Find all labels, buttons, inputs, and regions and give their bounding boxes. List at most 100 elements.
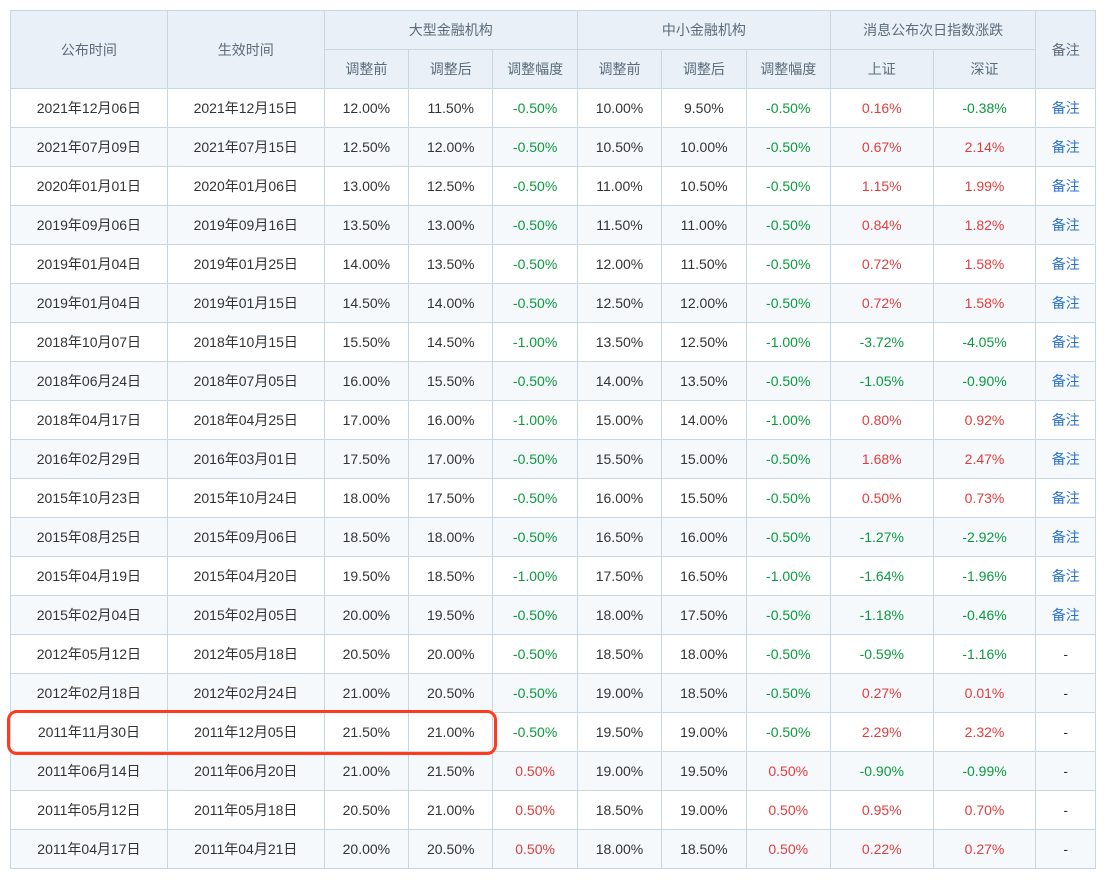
cell-announce: 2011年06月14日 <box>11 752 168 791</box>
cell-note: - <box>1036 830 1096 869</box>
cell-note[interactable]: 备注 <box>1036 596 1096 635</box>
cell-announce: 2020年01月01日 <box>11 167 168 206</box>
cell-sm-before: 18.50% <box>577 635 661 674</box>
cell-note[interactable]: 备注 <box>1036 245 1096 284</box>
cell-note[interactable]: 备注 <box>1036 362 1096 401</box>
cell-lg-before: 16.00% <box>324 362 408 401</box>
cell-note[interactable]: 备注 <box>1036 89 1096 128</box>
cell-lg-after: 18.00% <box>409 518 493 557</box>
cell-lg-after: 11.50% <box>409 89 493 128</box>
rrr-table: 公布时间 生效时间 大型金融机构 中小金融机构 消息公布次日指数涨跌 备注 调整… <box>10 10 1096 869</box>
cell-sm-after: 11.50% <box>662 245 746 284</box>
cell-note[interactable]: 备注 <box>1036 284 1096 323</box>
cell-sz: 0.70% <box>933 791 1036 830</box>
cell-announce: 2012年05月12日 <box>11 635 168 674</box>
cell-note[interactable]: 备注 <box>1036 128 1096 167</box>
cell-sh: -1.05% <box>830 362 933 401</box>
cell-effect: 2015年10月24日 <box>167 479 324 518</box>
cell-sm-after: 16.00% <box>662 518 746 557</box>
cell-lg-before: 20.50% <box>324 791 408 830</box>
cell-announce: 2019年01月04日 <box>11 284 168 323</box>
cell-sz: -0.90% <box>933 362 1036 401</box>
cell-sm-chg: -0.50% <box>746 596 830 635</box>
cell-sz: -1.16% <box>933 635 1036 674</box>
cell-note[interactable]: 备注 <box>1036 557 1096 596</box>
cell-sm-after: 18.00% <box>662 635 746 674</box>
cell-lg-chg: 0.50% <box>493 830 577 869</box>
cell-lg-chg: -0.50% <box>493 362 577 401</box>
cell-sh: 0.27% <box>830 674 933 713</box>
table-row: 2012年02月18日2012年02月24日21.00%20.50%-0.50%… <box>11 674 1096 713</box>
table-row: 2015年04月19日2015年04月20日19.50%18.50%-1.00%… <box>11 557 1096 596</box>
cell-sm-chg: -0.50% <box>746 128 830 167</box>
col-sz: 深证 <box>933 50 1036 89</box>
cell-note[interactable]: 备注 <box>1036 479 1096 518</box>
cell-note[interactable]: 备注 <box>1036 401 1096 440</box>
cell-note: - <box>1036 791 1096 830</box>
cell-sh: 1.68% <box>830 440 933 479</box>
cell-lg-before: 18.50% <box>324 518 408 557</box>
table-head: 公布时间 生效时间 大型金融机构 中小金融机构 消息公布次日指数涨跌 备注 调整… <box>11 11 1096 89</box>
cell-sh: 0.80% <box>830 401 933 440</box>
cell-lg-chg: -0.50% <box>493 713 577 752</box>
table-row: 2018年06月24日2018年07月05日16.00%15.50%-0.50%… <box>11 362 1096 401</box>
cell-effect: 2015年09月06日 <box>167 518 324 557</box>
cell-sh: 0.50% <box>830 479 933 518</box>
cell-lg-before: 20.50% <box>324 635 408 674</box>
cell-sh: 0.67% <box>830 128 933 167</box>
cell-lg-before: 12.00% <box>324 89 408 128</box>
cell-effect: 2019年01月25日 <box>167 245 324 284</box>
cell-note[interactable]: 备注 <box>1036 167 1096 206</box>
cell-sm-before: 16.50% <box>577 518 661 557</box>
table-row: 2019年01月04日2019年01月25日14.00%13.50%-0.50%… <box>11 245 1096 284</box>
cell-sh: -1.27% <box>830 518 933 557</box>
cell-lg-after: 18.50% <box>409 557 493 596</box>
cell-sz: -2.92% <box>933 518 1036 557</box>
cell-sh: -0.59% <box>830 635 933 674</box>
table-row: 2018年10月07日2018年10月15日15.50%14.50%-1.00%… <box>11 323 1096 362</box>
cell-lg-chg: -0.50% <box>493 284 577 323</box>
cell-sz: 2.47% <box>933 440 1036 479</box>
cell-note[interactable]: 备注 <box>1036 206 1096 245</box>
cell-sm-chg: -0.50% <box>746 635 830 674</box>
cell-lg-after: 14.00% <box>409 284 493 323</box>
cell-note[interactable]: 备注 <box>1036 323 1096 362</box>
cell-sh: 0.72% <box>830 245 933 284</box>
cell-sz: -4.05% <box>933 323 1036 362</box>
cell-lg-chg: 0.50% <box>493 752 577 791</box>
cell-lg-after: 20.50% <box>409 674 493 713</box>
cell-sm-before: 19.00% <box>577 674 661 713</box>
cell-lg-before: 21.00% <box>324 674 408 713</box>
cell-sm-chg: -0.50% <box>746 674 830 713</box>
cell-effect: 2019年01月15日 <box>167 284 324 323</box>
cell-lg-after: 13.50% <box>409 245 493 284</box>
cell-lg-after: 20.50% <box>409 830 493 869</box>
cell-note[interactable]: 备注 <box>1036 518 1096 557</box>
col-large-group: 大型金融机构 <box>324 11 577 50</box>
cell-note: - <box>1036 635 1096 674</box>
cell-sm-before: 18.00% <box>577 596 661 635</box>
cell-lg-chg: -0.50% <box>493 89 577 128</box>
cell-sm-before: 17.50% <box>577 557 661 596</box>
col-sm-chg: 调整幅度 <box>746 50 830 89</box>
cell-effect: 2021年12月15日 <box>167 89 324 128</box>
cell-sh: -0.90% <box>830 752 933 791</box>
cell-lg-chg: -0.50% <box>493 440 577 479</box>
cell-lg-chg: -1.00% <box>493 323 577 362</box>
cell-sm-after: 15.00% <box>662 440 746 479</box>
col-note: 备注 <box>1036 11 1096 89</box>
cell-lg-after: 12.50% <box>409 167 493 206</box>
cell-sm-before: 10.00% <box>577 89 661 128</box>
cell-sh: -1.18% <box>830 596 933 635</box>
cell-sz: 1.58% <box>933 245 1036 284</box>
cell-sm-before: 18.50% <box>577 791 661 830</box>
cell-sz: 2.14% <box>933 128 1036 167</box>
cell-note[interactable]: 备注 <box>1036 440 1096 479</box>
cell-sm-before: 16.00% <box>577 479 661 518</box>
cell-effect: 2012年02月24日 <box>167 674 324 713</box>
cell-sm-after: 15.50% <box>662 479 746 518</box>
cell-sz: 0.27% <box>933 830 1036 869</box>
cell-lg-before: 13.00% <box>324 167 408 206</box>
cell-effect: 2021年07月15日 <box>167 128 324 167</box>
cell-lg-chg: -0.50% <box>493 674 577 713</box>
